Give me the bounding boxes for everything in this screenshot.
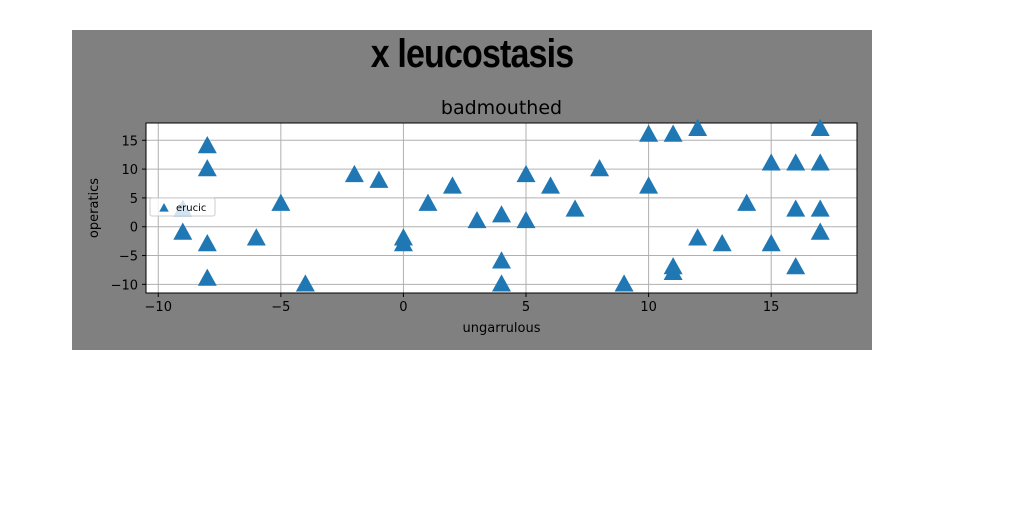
data-point xyxy=(786,153,806,171)
legend-marker xyxy=(159,203,169,212)
data-point xyxy=(688,118,708,136)
data-point xyxy=(271,193,291,211)
x-tick-label: 5 xyxy=(522,300,530,315)
data-point xyxy=(688,228,708,246)
data-point xyxy=(369,170,389,188)
data-point xyxy=(810,199,830,217)
data-point xyxy=(173,222,193,240)
data-point xyxy=(761,234,781,252)
data-point xyxy=(737,193,757,211)
data-point xyxy=(467,210,487,229)
chart-title: badmouthed xyxy=(441,97,562,119)
legend-label: erucic xyxy=(176,203,206,214)
data-point xyxy=(197,136,217,154)
data-point xyxy=(761,153,781,171)
data-point xyxy=(492,205,511,223)
data-point xyxy=(590,159,610,177)
data-point xyxy=(565,199,585,217)
data-point xyxy=(786,199,806,217)
data-point xyxy=(712,234,732,252)
data-point xyxy=(197,268,217,286)
data-point xyxy=(663,124,683,142)
y-axis-label: operatics xyxy=(87,178,102,238)
data-point xyxy=(639,176,659,194)
figure-panel: x leucostasis −10 −5 0 5 10 15 −10 −5 0 5 10 15 unga… xyxy=(72,30,872,350)
data-point xyxy=(516,164,536,183)
data-point xyxy=(418,193,438,211)
data-point xyxy=(492,274,511,292)
y-tick-label: −5 xyxy=(119,250,138,265)
data-point xyxy=(639,124,659,142)
y-tick-label: 0 xyxy=(130,221,138,236)
data-point xyxy=(246,228,266,246)
data-point xyxy=(295,274,315,292)
x-tick-label: 0 xyxy=(399,300,407,315)
x-tick-label: −10 xyxy=(145,300,172,315)
data-point xyxy=(614,274,634,292)
scatter-chart: −10 −5 0 5 10 15 −10 −5 0 5 10 15 ungarrulous operati… xyxy=(87,97,858,336)
data-point xyxy=(344,164,364,183)
data-point xyxy=(663,262,683,281)
data-point xyxy=(442,176,462,194)
data-point xyxy=(541,176,561,194)
x-tick-label: 15 xyxy=(763,300,780,315)
data-point xyxy=(786,257,806,275)
x-axis-label: ungarrulous xyxy=(463,321,541,336)
data-point xyxy=(197,234,217,252)
data-point xyxy=(197,159,217,177)
figure-suptitle: x leucostasis xyxy=(370,32,574,76)
y-tick-label: 15 xyxy=(121,134,138,149)
data-point xyxy=(492,251,511,269)
data-point xyxy=(810,118,830,136)
y-tick-label: 5 xyxy=(130,192,138,207)
data-point xyxy=(810,153,830,171)
plot-frame xyxy=(145,122,858,294)
x-tick-label: 10 xyxy=(640,300,657,315)
data-point xyxy=(516,210,536,229)
y-tick-label: 10 xyxy=(121,163,138,178)
y-tick-label: −10 xyxy=(111,278,138,293)
x-tick-label: −5 xyxy=(271,300,290,315)
data-point xyxy=(810,222,830,240)
data-point xyxy=(393,234,413,252)
